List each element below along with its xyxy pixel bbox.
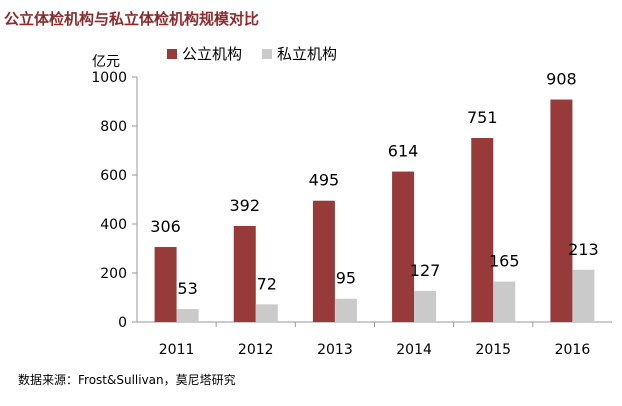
y-tick-label: 800: [100, 119, 127, 135]
bar-public: [312, 200, 335, 322]
data-label-public: 908: [546, 70, 577, 89]
legend: 公立机构 私立机构: [167, 45, 337, 63]
data-label-private: 127: [410, 261, 441, 280]
x-tick-label: 2013: [317, 342, 353, 358]
bar-public: [392, 171, 415, 322]
bar-public: [550, 99, 573, 322]
x-tick-label: 2011: [159, 342, 195, 358]
y-tick-label: 1000: [91, 70, 127, 86]
x-tick-label: 2012: [238, 342, 274, 358]
data-label-private: 213: [568, 240, 599, 259]
y-tick-label: 0: [118, 315, 127, 331]
data-label-private: 53: [177, 279, 197, 298]
y-axis-unit: 亿元: [92, 54, 120, 70]
y-tick-label: 400: [100, 217, 127, 233]
data-label-public: 751: [467, 108, 498, 127]
source-note: 数据来源：Frost&Sullivan，莫尼塔研究: [18, 372, 236, 387]
x-tick-label: 2016: [555, 342, 591, 358]
bar-public: [154, 247, 177, 322]
data-label-public: 614: [388, 142, 419, 161]
data-label-private: 72: [257, 274, 277, 293]
bar-private: [255, 304, 278, 322]
bars: 306 53 392 72 495 95 614 127 751 165 908 213: [150, 70, 599, 322]
bar-private: [493, 281, 516, 322]
y-tick-label: 600: [100, 168, 127, 184]
data-label-public: 306: [150, 217, 181, 236]
y-ticks: 0 200 400 600 800 1000: [91, 70, 137, 331]
y-tick-label: 200: [100, 266, 127, 282]
data-label-private: 95: [336, 269, 356, 288]
bar-private: [414, 290, 437, 322]
data-label-public: 495: [309, 171, 340, 190]
x-tick-label: 2014: [396, 342, 432, 358]
data-label-public: 392: [229, 196, 260, 215]
x-tick-label: 2015: [475, 342, 511, 358]
bar-public: [471, 138, 494, 322]
bar-private: [334, 298, 357, 322]
legend-swatch-public: [167, 49, 177, 59]
legend-label-public: 公立机构: [182, 45, 242, 63]
bar-public: [233, 225, 256, 322]
legend-swatch-private: [262, 49, 272, 59]
bar-private: [176, 309, 199, 322]
x-ticks: 2011 2012 2013 2014 2015 2016: [159, 322, 591, 358]
legend-label-private: 私立机构: [277, 45, 337, 63]
bar-private: [572, 269, 595, 322]
data-label-private: 165: [489, 252, 520, 271]
chart-title: 公立体检机构与私立体检机构规模对比: [4, 10, 259, 28]
